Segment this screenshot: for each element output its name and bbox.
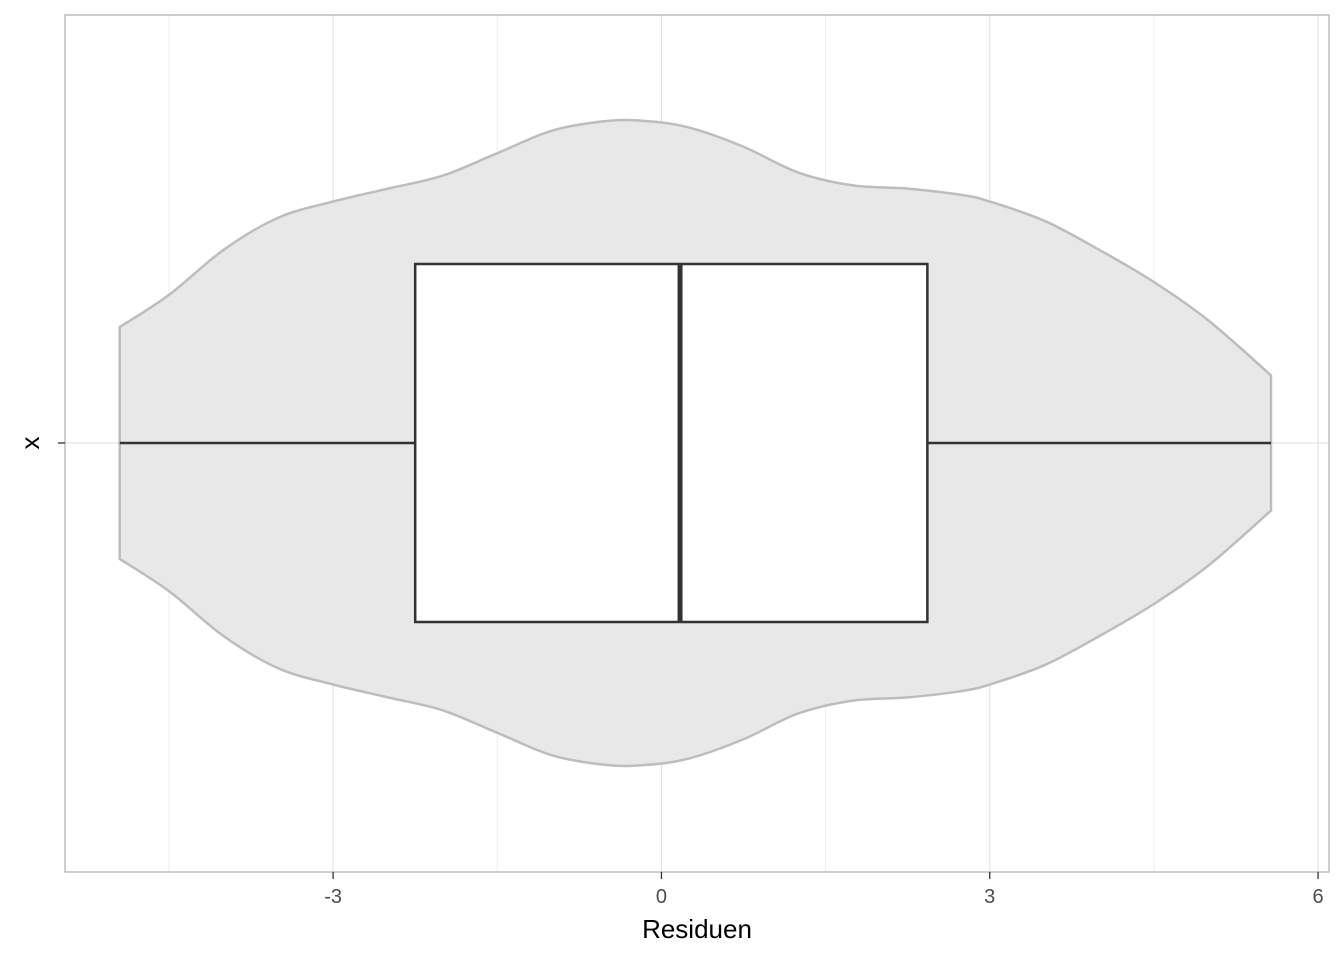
x-tick-label: -3 (324, 886, 342, 908)
y-axis-tick-label: x (15, 437, 45, 450)
x-axis-ticks (332, 872, 1319, 879)
x-axis-title: Residuen (642, 914, 752, 944)
x-axis-tick-labels: -3 0 3 6 (324, 886, 1323, 908)
x-tick-label: 6 (1312, 886, 1323, 908)
x-tick-label: 3 (984, 886, 995, 908)
box-iqr (413, 262, 929, 624)
x-tick-label: 0 (656, 886, 667, 908)
